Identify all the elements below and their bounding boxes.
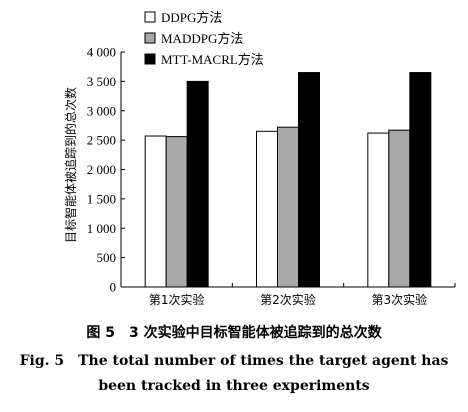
bar xyxy=(277,126,299,288)
bar-chart: DDPG方法 MADDPG方法 MTT-MACRL方法 0 500 1 000 1 500… xyxy=(63,10,456,307)
y-tick-label: 500 xyxy=(97,250,117,265)
x-category-label: 第2次实验 xyxy=(260,292,316,307)
axes: 0 500 1 000 1 500 2 000 2 500 3 000 3 500 4 000 第… xyxy=(87,45,456,307)
y-axis-label: 目标智能体被追踪到的总次数 xyxy=(63,87,78,243)
x-category-label: 第1次实验 xyxy=(149,292,205,307)
bar xyxy=(165,136,188,288)
y-tick-label: 1 500 xyxy=(87,191,116,206)
y-tick-label: 2 000 xyxy=(87,162,116,177)
figure-caption-english-line2: been tracked in three experiments xyxy=(98,378,370,394)
y-tick-label: 4 000 xyxy=(87,45,116,60)
y-tick-label: 1 000 xyxy=(87,221,116,236)
legend-label: DDPG方法 xyxy=(161,10,222,25)
y-tick-label: 0 xyxy=(110,280,117,295)
bar xyxy=(367,132,390,288)
y-tick-label: 3 000 xyxy=(87,103,116,118)
y-tick-label: 3 500 xyxy=(87,74,116,89)
bar xyxy=(256,130,278,288)
bar xyxy=(388,129,411,288)
y-tick-label: 2 500 xyxy=(87,133,116,148)
figure-caption-chinese: 图 5 3 次实验中目标智能体被追踪到的总次数 xyxy=(86,325,382,341)
legend-swatch xyxy=(144,11,156,23)
figure-caption-english-line1: Fig. 5 The total number of times the tar… xyxy=(19,353,449,369)
legend: DDPG方法 MADDPG方法 MTT-MACRL方法 xyxy=(144,10,264,67)
legend-swatch xyxy=(144,53,156,65)
legend-swatch xyxy=(144,32,156,44)
bar xyxy=(409,72,432,288)
legend-label: MTT-MACRL方法 xyxy=(161,52,264,67)
legend-label: MADDPG方法 xyxy=(161,31,243,46)
bar xyxy=(298,72,320,288)
bar xyxy=(186,80,209,288)
bars xyxy=(144,72,432,288)
x-category-label: 第3次实验 xyxy=(372,292,428,307)
bar xyxy=(144,135,167,288)
